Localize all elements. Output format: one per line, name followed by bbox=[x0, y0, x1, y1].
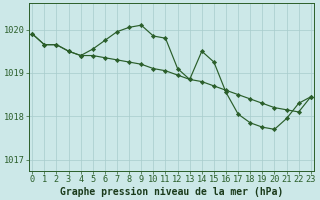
X-axis label: Graphe pression niveau de la mer (hPa): Graphe pression niveau de la mer (hPa) bbox=[60, 186, 283, 197]
